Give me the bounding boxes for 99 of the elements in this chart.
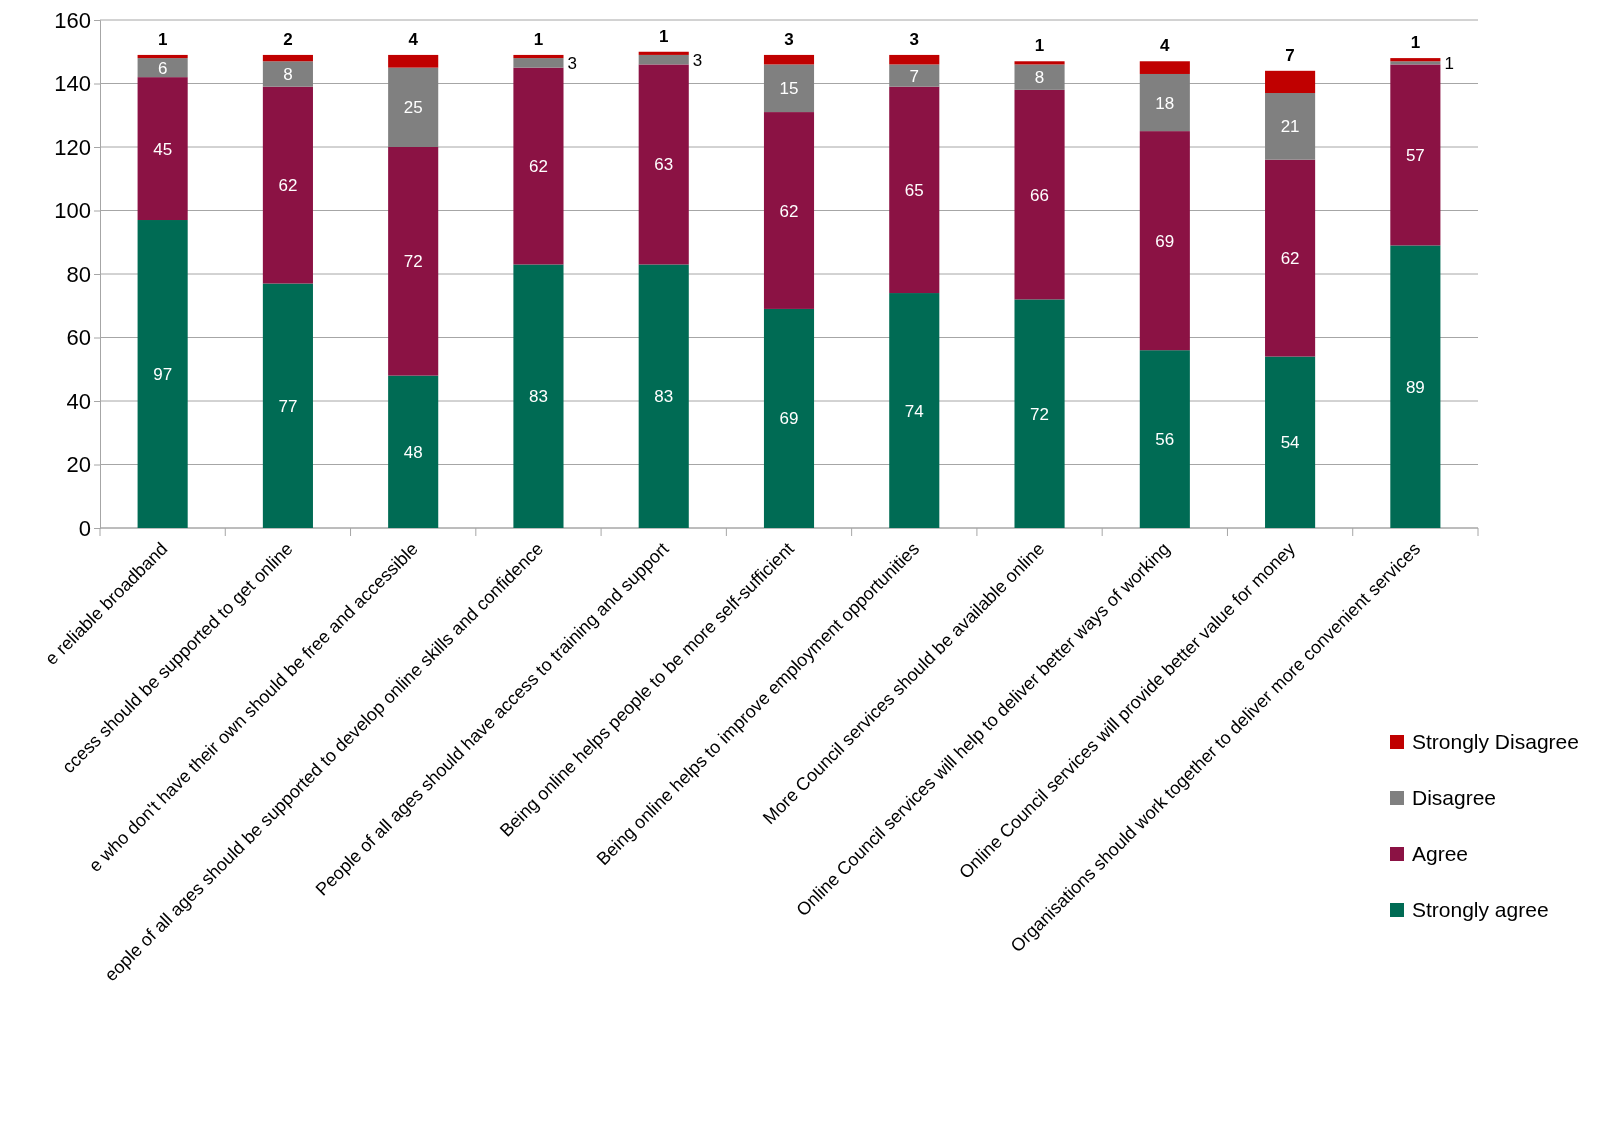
data-label: 18: [1155, 93, 1175, 113]
bar: [1014, 89, 1065, 300]
data-label: 1: [658, 26, 669, 46]
bar: [513, 67, 564, 265]
bar: [388, 375, 439, 528]
bar: [1265, 356, 1316, 528]
y-tick-label: 80: [66, 261, 91, 287]
bar: [1139, 131, 1190, 351]
data-label: 8: [283, 64, 293, 84]
bar: [889, 54, 940, 65]
bar: [889, 86, 940, 294]
bar: [513, 264, 564, 528]
data-label: 48: [403, 442, 423, 462]
bar: [1265, 70, 1316, 94]
data-label: 21: [1280, 117, 1300, 137]
data-label: 89: [1405, 377, 1425, 397]
bar: [638, 264, 689, 528]
bar: [137, 220, 188, 528]
data-label: 1: [157, 29, 168, 49]
bar: [763, 112, 815, 309]
data-label: 57: [1405, 145, 1425, 165]
data-label: 66: [1030, 185, 1050, 205]
bar: [638, 51, 689, 55]
data-label: 1: [1034, 36, 1045, 56]
bar: [1014, 64, 1065, 90]
bar: [262, 61, 313, 87]
bar: [1139, 73, 1190, 132]
bar: [889, 293, 940, 528]
bar: [388, 54, 439, 68]
y-tick-label: 140: [54, 71, 91, 97]
data-label: 4: [1160, 36, 1171, 56]
bar: [1139, 350, 1190, 528]
data-label: 62: [528, 157, 548, 177]
data-label: 62: [1280, 249, 1300, 269]
bar: [1390, 245, 1441, 528]
data-label: 54: [1280, 433, 1300, 453]
bar: [638, 54, 689, 65]
data-label: 62: [779, 201, 799, 221]
bar: [1014, 299, 1065, 528]
data-label: 63: [654, 155, 674, 175]
data-label: 83: [528, 387, 548, 407]
y-tick-label: 0: [78, 515, 91, 541]
data-label: 1: [1444, 53, 1454, 73]
data-label: 8: [1034, 68, 1045, 88]
bar: [763, 308, 815, 528]
bar: [1390, 64, 1441, 246]
data-label: 2: [283, 29, 293, 49]
bar: [763, 64, 815, 113]
data-label: 62: [278, 176, 298, 196]
data-label: 97: [153, 365, 173, 385]
data-label: 4: [408, 29, 419, 49]
bar: [763, 54, 815, 65]
bar: [137, 58, 188, 78]
data-label: 25: [403, 98, 423, 118]
bar: [1139, 61, 1190, 74]
data-label: 6: [157, 58, 168, 78]
data-label: 3: [784, 29, 794, 49]
data-label: 7: [909, 66, 920, 86]
data-label: 3: [692, 50, 703, 70]
bar: [137, 77, 188, 221]
bar: [638, 64, 689, 265]
data-label: 7: [1285, 45, 1295, 65]
bar: [388, 67, 439, 147]
bar: [388, 147, 439, 376]
data-label: 1: [533, 29, 544, 49]
y-tick-label: 120: [54, 134, 91, 160]
bar: [137, 54, 188, 59]
data-label: 56: [1155, 430, 1175, 450]
y-tick-label: 40: [66, 388, 91, 414]
data-label: 72: [403, 252, 423, 272]
legend-label: Strongly Disagree: [1412, 730, 1579, 753]
legend-label: Agree: [1412, 842, 1469, 865]
y-tick-label: 100: [54, 198, 91, 224]
y-tick-label: 20: [66, 452, 91, 478]
bar: [1265, 93, 1316, 160]
bar: [262, 283, 313, 528]
bar: [513, 54, 564, 59]
bar: [889, 64, 940, 87]
data-label: 74: [904, 401, 924, 421]
data-label: 69: [1155, 231, 1175, 251]
legend-label: Strongly agree: [1412, 898, 1549, 921]
data-label: 65: [904, 180, 924, 200]
bar: [513, 58, 564, 68]
data-label: 3: [567, 53, 577, 73]
data-label: 77: [278, 396, 298, 416]
data-label: 83: [654, 387, 674, 407]
data-label: 15: [779, 79, 799, 99]
y-tick-label: 160: [54, 7, 91, 33]
data-label: 3: [909, 29, 920, 49]
y-tick-label: 60: [66, 325, 91, 351]
bar: [1265, 159, 1316, 357]
legend-label: Disagree: [1412, 786, 1497, 809]
data-label: 1: [1410, 33, 1421, 53]
data-label: 72: [1030, 404, 1050, 424]
data-label: 45: [153, 139, 173, 159]
bar: [262, 86, 313, 284]
bar: [1014, 61, 1065, 65]
data-label: 69: [779, 409, 799, 429]
bar: [262, 54, 313, 62]
